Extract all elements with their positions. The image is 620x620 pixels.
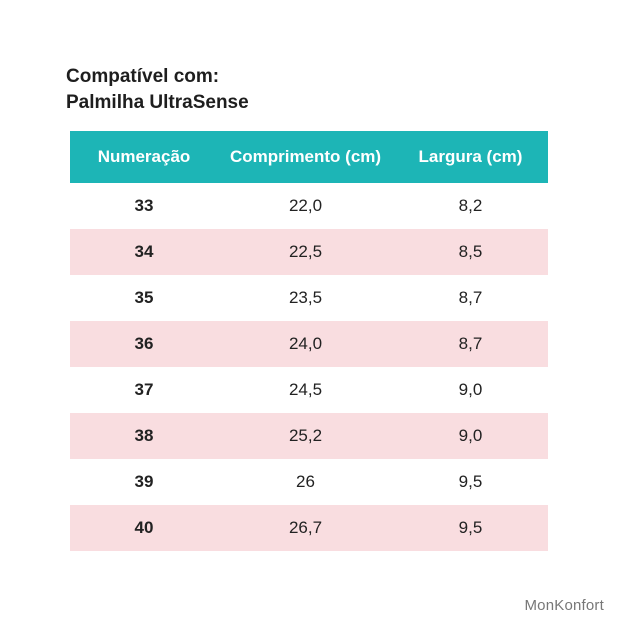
table-cell: 36	[134, 334, 154, 353]
table-cell: 9,5	[458, 518, 483, 537]
header-cell: Largura (cm)	[418, 147, 523, 166]
table-row: 40 26,7 9,5	[70, 505, 548, 551]
table-cell: 26,7	[288, 518, 323, 537]
table-cell: 37	[134, 380, 154, 399]
table-row: 35 23,5 8,7	[70, 275, 548, 321]
table-cell: 40	[134, 518, 154, 537]
table-cell: 24,5	[288, 380, 323, 399]
table-row: 37 24,5 9,0	[70, 367, 548, 413]
title: Palmilha UltraSense	[66, 92, 249, 113]
table-cell: 39	[134, 472, 154, 491]
table-row: 36 24,0 8,7	[70, 321, 548, 367]
table-cell: 23,5	[288, 288, 323, 307]
header-cell: Comprimento (cm)	[229, 147, 382, 166]
table-header: Numeração Comprimento (cm) Largura (cm)	[70, 131, 548, 183]
table-row: 33 22,0 8,2	[70, 183, 548, 229]
table-cell: 33	[134, 196, 154, 215]
table-row: 38 25,2 9,0	[70, 413, 548, 459]
table-row: 34 22,5 8,5	[70, 229, 548, 275]
header-cell: Numeração	[97, 147, 191, 166]
table-cell: 8,7	[458, 288, 483, 307]
table-cell: 9,5	[458, 472, 483, 491]
table-cell: 8,7	[458, 334, 483, 353]
table-cell: 8,5	[458, 242, 483, 261]
table-cell: 26	[296, 472, 315, 491]
table-cell: 25,2	[288, 426, 323, 445]
size-table: Numeração Comprimento (cm) Largura (cm) 33 2…	[70, 131, 548, 551]
table-cell: 9,0	[458, 380, 483, 399]
table-cell: 38	[134, 426, 154, 445]
table-cell: 9,0	[458, 426, 483, 445]
table-row: 39 26 9,5	[70, 459, 548, 505]
title: Compatível com:	[66, 66, 220, 87]
table-cell: 22,0	[288, 196, 323, 215]
table-cell: 35	[134, 288, 154, 307]
table-cell: 22,5	[288, 242, 323, 261]
table-cell: 8,2	[458, 196, 483, 215]
brand: MonKonfort	[524, 597, 604, 614]
table-cell: 24,0	[288, 334, 323, 353]
table-cell: 34	[134, 242, 154, 261]
